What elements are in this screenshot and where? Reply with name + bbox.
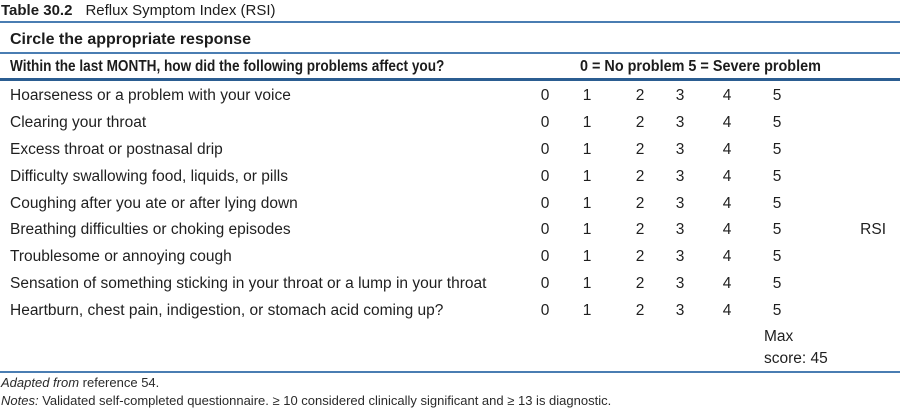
scale-option-3: 3: [675, 113, 685, 131]
table-row: Clearing your throat 0 1 2 3 4 5: [0, 110, 900, 137]
max-score: Max score: 45: [764, 326, 828, 369]
table-notes: Adapted from reference 54. Notes: Valida…: [1, 374, 899, 409]
scale-option-1: 1: [582, 194, 592, 212]
symptom-label: Heartburn, chest pain, indigestion, or s…: [10, 302, 444, 320]
divider-instruction: [0, 52, 900, 54]
scale-option-0: 0: [540, 194, 550, 212]
symptom-label: Difficulty swallowing food, liquids, or …: [10, 167, 288, 185]
table-row: Coughing after you ate or after lying do…: [0, 191, 900, 218]
table-row: Hoarseness or a problem with your voice 0…: [0, 83, 900, 110]
table-row: Excess throat or postnasal drip 0 1 2 3 4 5: [0, 137, 900, 164]
scale-option-1: 1: [582, 140, 592, 158]
table-row: Heartburn, chest pain, indigestion, or s…: [0, 298, 900, 325]
scale-option-4: 4: [722, 248, 732, 266]
notes-italic: Notes:: [1, 393, 39, 408]
table-title: Reflux Symptom Index (RSI): [85, 2, 276, 19]
scale-option-5: 5: [772, 194, 782, 212]
scale-option-0: 0: [540, 302, 550, 320]
notes-line: Notes: Validated self-completed question…: [1, 392, 899, 409]
divider-header: [0, 78, 900, 81]
scale-option-5: 5: [772, 113, 782, 131]
scale-option-2: 2: [635, 248, 645, 266]
scale-option-3: 3: [675, 275, 685, 293]
scale-option-4: 4: [722, 302, 732, 320]
scale-option-0: 0: [540, 248, 550, 266]
scale-option-3: 3: [675, 221, 685, 239]
scale-option-5: 5: [772, 87, 782, 104]
scale-option-1: 1: [582, 275, 592, 293]
scale-option-3: 3: [675, 167, 685, 185]
table-row: Sensation of something sticking in your …: [0, 271, 900, 298]
scale-option-2: 2: [635, 275, 645, 293]
scale-option-5: 5: [772, 248, 782, 266]
scale-option-5: 5: [772, 140, 782, 158]
scale-option-3: 3: [675, 302, 685, 320]
scale-option-5: 5: [772, 302, 782, 320]
table-number: Table 30.2: [1, 2, 73, 19]
table-caption: Table 30.2 Reflux Symptom Index (RSI): [1, 2, 276, 20]
scale-option-2: 2: [635, 167, 645, 185]
scale-legend: 0 = No problem 5 = Severe problem: [580, 58, 821, 75]
adapted-from-note: Adapted from reference 54.: [1, 374, 899, 392]
table-body: Hoarseness or a problem with your voice 0…: [0, 83, 900, 325]
scale-option-3: 3: [675, 248, 685, 266]
adapted-from-italic: Adapted from: [1, 375, 80, 390]
scale-option-0: 0: [540, 113, 550, 131]
table-row: Breathing difficulties or choking episod…: [0, 217, 900, 244]
symptom-label: Troublesome or annoying cough: [10, 248, 232, 266]
scale-option-1: 1: [582, 302, 592, 320]
scale-option-3: 3: [675, 194, 685, 212]
symptom-label: Excess throat or postnasal drip: [10, 140, 223, 158]
scale-option-4: 4: [722, 275, 732, 293]
table-row: Troublesome or annoying cough 0 1 2 3 4 5: [0, 244, 900, 271]
symptom-label: Clearing your throat: [10, 113, 147, 131]
symptom-label: Sensation of something sticking in your …: [10, 275, 487, 293]
scale-option-4: 4: [722, 113, 732, 131]
divider-top: [0, 21, 900, 23]
divider-bottom: [0, 371, 900, 373]
scale-option-5: 5: [772, 221, 782, 239]
scale-option-2: 2: [635, 113, 645, 131]
scale-option-1: 1: [582, 113, 592, 131]
instruction-header: Circle the appropriate response: [10, 31, 251, 48]
scale-option-5: 5: [772, 275, 782, 293]
scale-option-4: 4: [722, 87, 732, 104]
scale-option-2: 2: [635, 140, 645, 158]
scale-option-2: 2: [635, 194, 645, 212]
scale-option-2: 2: [635, 221, 645, 239]
scale-option-0: 0: [540, 140, 550, 158]
scale-option-0: 0: [540, 87, 550, 104]
scale-option-2: 2: [635, 302, 645, 320]
max-score-line1: Max: [764, 328, 794, 345]
scale-option-3: 3: [675, 87, 685, 104]
max-score-line2: score: 45: [764, 349, 828, 367]
notes-rest: Validated self-completed questionnaire. …: [38, 393, 612, 408]
scale-option-4: 4: [722, 194, 732, 212]
symptom-label: Coughing after you ate or after lying do…: [10, 194, 298, 212]
scale-option-4: 4: [722, 221, 732, 239]
scale-option-0: 0: [540, 167, 550, 185]
symptom-label: Hoarseness or a problem with your voice: [10, 87, 291, 104]
scale-option-4: 4: [722, 167, 732, 185]
scale-option-3: 3: [675, 140, 685, 158]
scale-option-1: 1: [582, 87, 592, 104]
scale-option-2: 2: [635, 87, 645, 104]
scale-option-1: 1: [582, 167, 592, 185]
adapted-from-rest: reference 54.: [79, 375, 160, 390]
rsi-label: RSI: [860, 221, 886, 239]
scale-option-1: 1: [582, 248, 592, 266]
scale-option-1: 1: [582, 221, 592, 239]
scale-option-0: 0: [540, 275, 550, 293]
table-row: Difficulty swallowing food, liquids, or …: [0, 164, 900, 191]
scale-option-0: 0: [540, 221, 550, 239]
question-column-header: Within the last MONTH, how did the follo…: [10, 58, 445, 75]
scale-option-5: 5: [772, 167, 782, 185]
scale-option-4: 4: [722, 140, 732, 158]
symptom-label: Breathing difficulties or choking episod…: [10, 221, 291, 239]
